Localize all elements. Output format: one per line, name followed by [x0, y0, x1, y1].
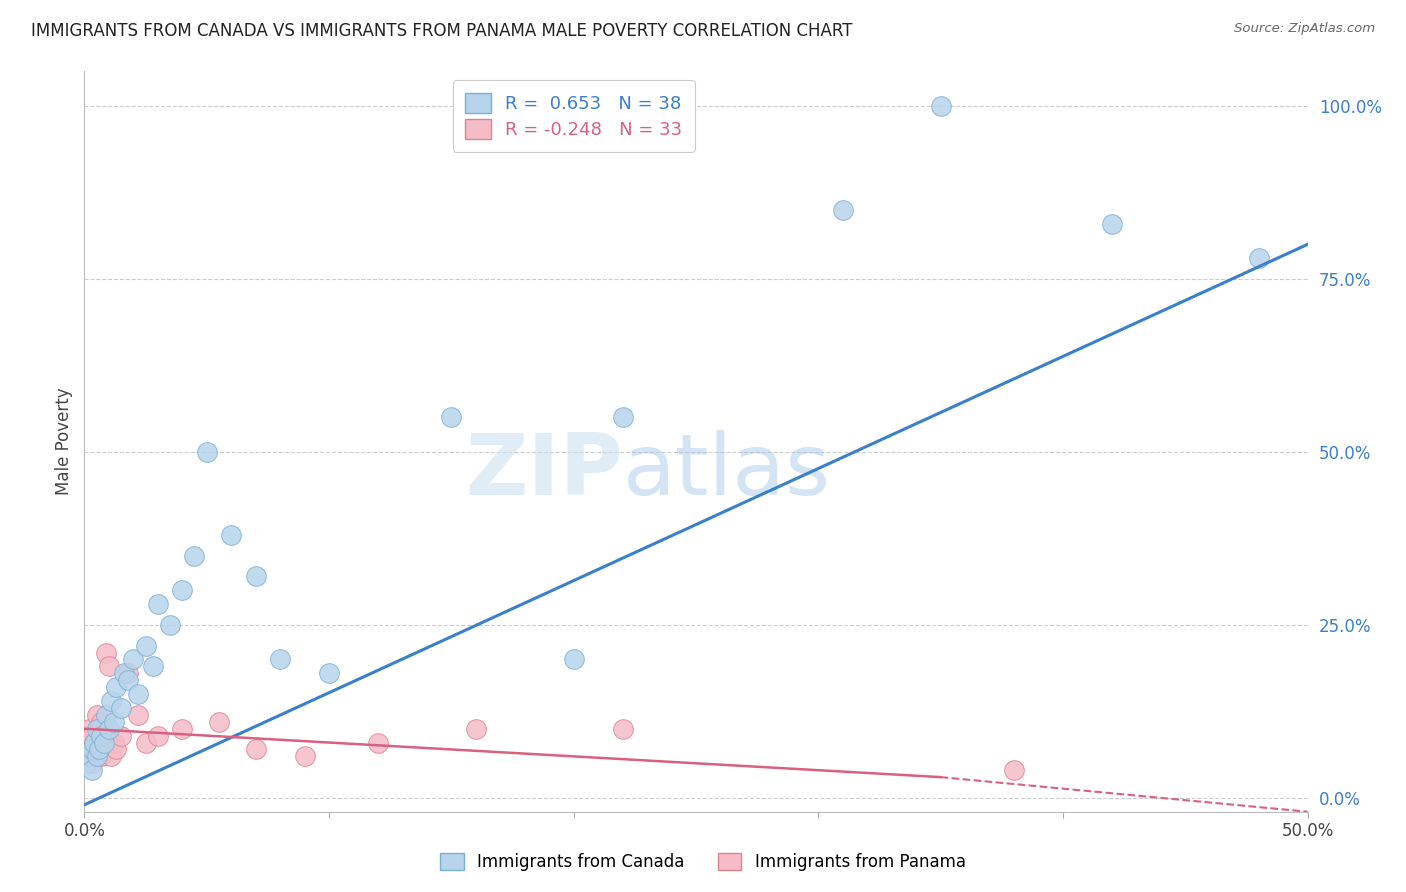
Point: [117, 666, 139, 681]
Point: [103, 735, 125, 749]
Legend: R =  0.653   N = 38, R = -0.248   N = 33: R = 0.653 N = 38, R = -0.248 N = 33: [453, 80, 695, 152]
Point: [159, 618, 181, 632]
Point: [77, 722, 100, 736]
Point: [90, 749, 112, 764]
Point: [86, 707, 108, 722]
Y-axis label: Male Poverty: Male Poverty: [55, 388, 73, 495]
Point: [76, 756, 98, 771]
Point: [77, 742, 100, 756]
Point: [135, 639, 157, 653]
Point: [87, 742, 110, 756]
Point: [105, 680, 128, 694]
Point: [80, 756, 103, 771]
Text: Source: ZipAtlas.com: Source: ZipAtlas.com: [1234, 22, 1375, 36]
Point: [117, 673, 139, 688]
Point: [172, 722, 194, 736]
Point: [83, 735, 105, 749]
Point: [1247, 251, 1270, 265]
Point: [83, 735, 105, 749]
Point: [112, 666, 135, 681]
Point: [219, 528, 242, 542]
Point: [127, 687, 149, 701]
Point: [464, 722, 486, 736]
Point: [103, 714, 125, 729]
Text: atlas: atlas: [623, 430, 831, 513]
Point: [90, 714, 112, 729]
Point: [294, 749, 316, 764]
Point: [318, 666, 340, 681]
Point: [93, 729, 115, 743]
Point: [100, 749, 122, 764]
Point: [97, 659, 120, 673]
Point: [96, 646, 118, 660]
Point: [86, 749, 108, 764]
Point: [929, 99, 952, 113]
Point: [87, 722, 110, 736]
Point: [80, 729, 103, 743]
Point: [245, 569, 267, 583]
Legend: Immigrants from Canada, Immigrants from Panama: Immigrants from Canada, Immigrants from …: [432, 845, 974, 880]
Point: [76, 735, 98, 749]
Point: [86, 742, 108, 756]
Text: IMMIGRANTS FROM CANADA VS IMMIGRANTS FROM PANAMA MALE POVERTY CORRELATION CHART: IMMIGRANTS FROM CANADA VS IMMIGRANTS FRO…: [31, 22, 852, 40]
Point: [86, 722, 108, 736]
Point: [1101, 217, 1123, 231]
Point: [612, 410, 634, 425]
Point: [96, 707, 118, 722]
Point: [142, 659, 165, 673]
Point: [83, 749, 105, 764]
Point: [93, 735, 115, 749]
Point: [367, 735, 389, 749]
Point: [208, 714, 231, 729]
Point: [135, 735, 157, 749]
Point: [80, 742, 103, 756]
Point: [80, 763, 103, 777]
Point: [269, 652, 291, 666]
Point: [831, 202, 853, 217]
Point: [105, 742, 128, 756]
Point: [146, 729, 169, 743]
Point: [76, 749, 98, 764]
Point: [110, 701, 132, 715]
Point: [110, 729, 132, 743]
Point: [440, 410, 463, 425]
Point: [245, 742, 267, 756]
Point: [146, 597, 169, 611]
Point: [195, 445, 218, 459]
Point: [1002, 763, 1025, 777]
Point: [122, 652, 145, 666]
Point: [127, 707, 149, 722]
Point: [87, 735, 110, 749]
Point: [77, 749, 100, 764]
Point: [183, 549, 205, 563]
Point: [172, 583, 194, 598]
Point: [562, 652, 585, 666]
Point: [97, 722, 120, 736]
Point: [90, 729, 112, 743]
Point: [612, 722, 634, 736]
Point: [100, 694, 122, 708]
Text: ZIP: ZIP: [465, 430, 623, 513]
